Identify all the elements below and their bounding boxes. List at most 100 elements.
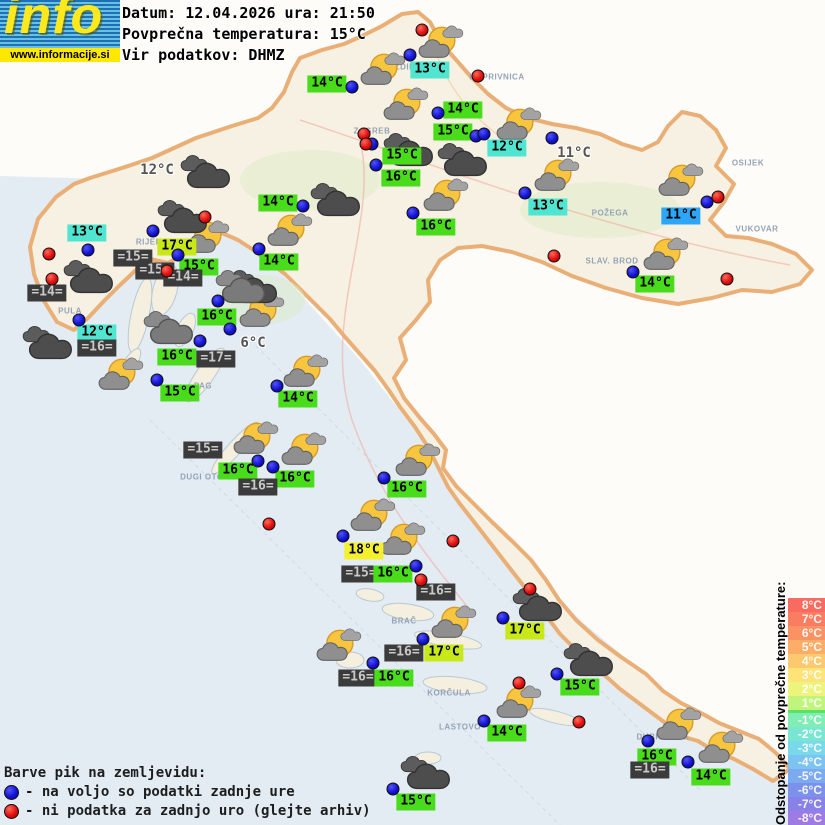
temperature-badge: =16= bbox=[77, 339, 117, 357]
temperature-badge: 14°C bbox=[307, 75, 347, 93]
station-dot-blue[interactable] bbox=[681, 755, 695, 769]
station-dot-red[interactable] bbox=[523, 582, 537, 596]
station-dot-red[interactable] bbox=[262, 517, 276, 531]
station-dot-red[interactable] bbox=[359, 137, 373, 151]
station-dot-red[interactable] bbox=[471, 69, 485, 83]
station-dot-red[interactable] bbox=[45, 272, 59, 286]
station-dot-blue[interactable] bbox=[150, 373, 164, 387]
station-dot-blue[interactable] bbox=[409, 559, 423, 573]
station-dot-blue[interactable] bbox=[386, 782, 400, 796]
station-dot-blue[interactable] bbox=[171, 248, 185, 262]
station-dot-blue[interactable] bbox=[296, 199, 310, 213]
station-dot-red[interactable] bbox=[547, 249, 561, 263]
temperature-badge: =16= bbox=[238, 478, 278, 496]
weather-icon-moon-clouds bbox=[395, 443, 441, 476]
station-dot-blue[interactable] bbox=[377, 471, 391, 485]
station-dot-red[interactable] bbox=[711, 190, 725, 204]
station-dot-red[interactable] bbox=[198, 210, 212, 224]
temperature-badge: 14°C bbox=[691, 768, 731, 786]
city-label: PULA bbox=[58, 306, 82, 316]
station-dot-blue[interactable] bbox=[369, 158, 383, 172]
station-dot-blue[interactable] bbox=[223, 322, 237, 336]
station-dot-blue[interactable] bbox=[266, 460, 280, 474]
weather-icon-moon-clouds bbox=[496, 107, 542, 140]
city-label: RIJEKA bbox=[135, 237, 169, 247]
station-dot-blue[interactable] bbox=[252, 242, 266, 256]
station-dot-red[interactable] bbox=[512, 676, 526, 690]
temperature-badge: 16°C bbox=[197, 308, 237, 326]
scale-band: -1°C bbox=[788, 713, 825, 727]
weather-icon-moon-clouds bbox=[233, 421, 279, 454]
site-logo[interactable]: info www.informacije.si bbox=[0, 0, 120, 62]
temperature-badge: =15= bbox=[341, 565, 381, 583]
temperature-badge: 11°C bbox=[661, 207, 701, 225]
weather-icon-moon-clouds bbox=[350, 498, 396, 531]
station-dot-blue[interactable] bbox=[72, 313, 86, 327]
station-dot-blue[interactable] bbox=[626, 265, 640, 279]
city-label: OSIJEK bbox=[731, 158, 765, 168]
temperature-badge: =17= bbox=[196, 350, 236, 368]
station-dot-red[interactable] bbox=[446, 534, 460, 548]
station-dot-red[interactable] bbox=[160, 264, 174, 278]
weather-icon-moon-clouds bbox=[423, 178, 469, 211]
temperature-badge: =15= bbox=[113, 249, 153, 267]
temperature-badge: 18°C bbox=[344, 542, 384, 560]
weather-icon-dark-cloud bbox=[310, 183, 360, 217]
weather-icon-moon-clouds bbox=[534, 158, 580, 191]
station-dot-blue[interactable] bbox=[550, 667, 564, 681]
station-dot-red[interactable] bbox=[415, 23, 429, 37]
station-dot-blue[interactable] bbox=[251, 454, 265, 468]
station-dot-blue[interactable] bbox=[496, 611, 510, 625]
station-dot-blue[interactable] bbox=[641, 734, 655, 748]
city-label: LASTOVO bbox=[438, 722, 482, 732]
weather-icon-dark-cloud bbox=[180, 155, 230, 189]
station-dot-blue[interactable] bbox=[477, 127, 491, 141]
temperature-badge: 16°C bbox=[637, 748, 677, 766]
scale-band: 3°C bbox=[788, 668, 825, 682]
legend-item-label: - na voljo so podatki zadnje ure bbox=[25, 784, 295, 800]
legend-item: - na voljo so podatki zadnje ure bbox=[4, 783, 371, 802]
station-dot-red[interactable] bbox=[414, 573, 428, 587]
station-dot-blue[interactable] bbox=[403, 48, 417, 62]
station-dot-red[interactable] bbox=[572, 715, 586, 729]
weather-icon-moon-clouds bbox=[98, 357, 144, 390]
station-dot-red[interactable] bbox=[42, 247, 56, 261]
city-label: PAG bbox=[193, 381, 213, 391]
weather-icon-moon-clouds bbox=[418, 25, 464, 58]
date-line: Datum: 12.04.2026 ura: 21:50 bbox=[122, 4, 375, 22]
station-dot-red[interactable] bbox=[720, 272, 734, 286]
station-dot-blue[interactable] bbox=[416, 632, 430, 646]
station-dot-blue[interactable] bbox=[345, 80, 359, 94]
station-dot-blue[interactable] bbox=[81, 243, 95, 257]
temperature-badge: 16°C bbox=[157, 348, 197, 366]
station-dot-blue[interactable] bbox=[545, 131, 559, 145]
weather-icon-moon-clouds bbox=[380, 522, 426, 555]
city-label: ZAGREB bbox=[353, 126, 391, 136]
station-dot-blue[interactable] bbox=[518, 186, 532, 200]
legend-item: - ni podatka za zadnjo uro (glejte arhiv… bbox=[4, 802, 371, 821]
station-dot-blue[interactable] bbox=[406, 206, 420, 220]
temperature-badge: 17°C bbox=[157, 238, 197, 256]
weather-icon-moon-clouds bbox=[656, 707, 702, 740]
station-dot-blue[interactable] bbox=[366, 656, 380, 670]
scale-band: -5°C bbox=[788, 769, 825, 783]
temperature-badge: =16= bbox=[630, 761, 670, 779]
logo-url: www.informacije.si bbox=[0, 48, 120, 62]
scale-band: 7°C bbox=[788, 612, 825, 626]
temperature-badge: 12°C bbox=[77, 324, 117, 342]
temperature-badge: 15°C bbox=[433, 123, 473, 141]
temperature-badge: =16= bbox=[338, 669, 378, 687]
legend-item-label: - ni podatka za zadnjo uro (glejte arhiv… bbox=[25, 803, 371, 819]
station-dot-blue[interactable] bbox=[477, 714, 491, 728]
station-dot-blue[interactable] bbox=[211, 294, 225, 308]
blue-dot-icon bbox=[4, 785, 19, 800]
station-dot-blue[interactable] bbox=[336, 529, 350, 543]
station-dot-blue[interactable] bbox=[431, 106, 445, 120]
scale-band: -3°C bbox=[788, 741, 825, 755]
station-dot-blue[interactable] bbox=[146, 224, 160, 238]
station-dot-blue[interactable] bbox=[193, 334, 207, 348]
station-dot-blue[interactable] bbox=[270, 379, 284, 393]
scale-band bbox=[788, 710, 825, 713]
weather-icon-dark-cloud bbox=[22, 326, 72, 360]
